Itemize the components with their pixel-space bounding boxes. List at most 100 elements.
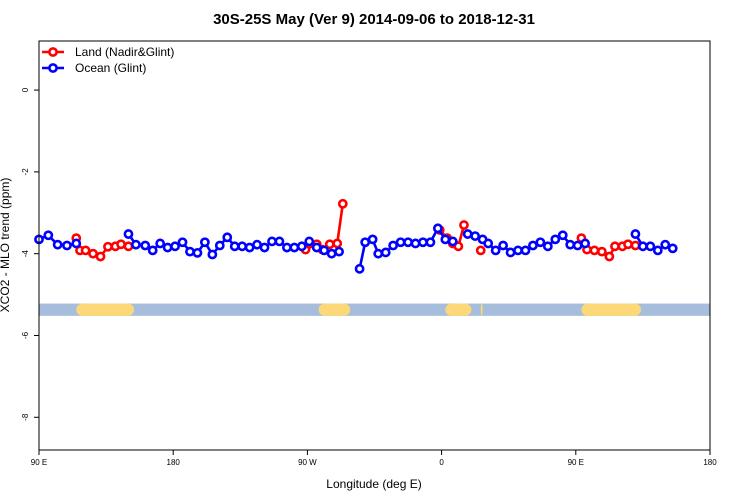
data-point xyxy=(645,241,656,252)
data-point xyxy=(131,239,141,250)
ocean-band xyxy=(39,303,710,316)
data-point xyxy=(513,245,523,256)
data-point xyxy=(334,246,344,257)
data-point xyxy=(483,238,494,249)
data-point xyxy=(572,240,583,251)
land-band-segment xyxy=(318,303,351,316)
data-point xyxy=(311,242,322,253)
surface-band xyxy=(39,303,710,316)
data-point xyxy=(80,245,91,256)
data-point xyxy=(604,251,615,262)
series-group xyxy=(34,198,678,274)
legend-entry: Land (Nadir&Glint) xyxy=(42,45,174,59)
data-point xyxy=(557,230,568,241)
data-point xyxy=(259,242,270,253)
y-axis-label: XCO2 - MLO trend (ppm) xyxy=(0,178,12,313)
data-point xyxy=(630,229,641,239)
data-point xyxy=(192,247,203,258)
data-point xyxy=(498,240,509,251)
data-point xyxy=(116,239,126,250)
data-point xyxy=(332,238,343,249)
data-point xyxy=(43,230,54,241)
data-point xyxy=(140,240,151,251)
data-point xyxy=(550,234,561,245)
data-point xyxy=(410,238,421,249)
data-point xyxy=(289,242,300,253)
data-point xyxy=(425,237,436,248)
data-point xyxy=(296,241,307,252)
land-band-segment xyxy=(480,303,483,316)
y-tick-label: -6 xyxy=(21,331,30,339)
data-point xyxy=(395,237,406,248)
data-point xyxy=(367,234,378,245)
data-point xyxy=(418,237,428,248)
data-point xyxy=(589,245,600,256)
data-point xyxy=(88,248,98,259)
data-point xyxy=(214,240,225,251)
land-band-segment xyxy=(76,303,135,316)
data-point xyxy=(505,247,516,258)
data-point xyxy=(652,245,663,256)
data-point xyxy=(360,237,371,248)
data-point xyxy=(542,241,553,252)
data-point xyxy=(281,242,292,253)
legend-label: Ocean (Glint) xyxy=(75,61,146,75)
data-point xyxy=(95,251,106,262)
data-point xyxy=(453,241,464,252)
data-point xyxy=(638,241,648,252)
data-point xyxy=(403,237,413,248)
axes: 90 E 180 90 W 0 90 E 180 0 -2 -4 -6 -8 xyxy=(21,87,717,467)
x-tick-label: 0 xyxy=(439,458,444,467)
legend: Land (Nadir&Glint) Ocean (Glint) xyxy=(42,45,174,75)
series-land-nadir-glint xyxy=(71,198,641,262)
data-point xyxy=(470,231,481,241)
data-point xyxy=(447,236,458,247)
data-point xyxy=(274,236,285,247)
x-tick-label: 180 xyxy=(167,458,181,467)
data-point xyxy=(475,245,486,256)
data-point xyxy=(596,246,607,257)
chart-title: 30S-25S May (Ver 9) 2014-09-06 to 2018-1… xyxy=(213,11,535,28)
data-point xyxy=(185,246,195,257)
data-point xyxy=(528,240,538,251)
data-point xyxy=(71,238,82,249)
data-point xyxy=(304,236,315,247)
data-point xyxy=(170,241,180,252)
land-band-segment xyxy=(445,303,472,316)
data-point xyxy=(630,240,641,251)
data-point xyxy=(62,240,72,251)
data-point xyxy=(373,248,384,259)
data-point xyxy=(388,240,399,251)
data-point xyxy=(244,242,255,253)
data-point xyxy=(610,241,620,252)
data-point xyxy=(326,248,337,259)
data-point xyxy=(222,232,233,243)
data-point xyxy=(252,239,262,250)
data-point xyxy=(535,237,546,248)
x-tick-label: 90 E xyxy=(31,458,47,467)
data-point xyxy=(380,247,391,258)
x-axis-label: Longitude (deg E) xyxy=(326,477,421,491)
data-point xyxy=(490,245,501,256)
data-point xyxy=(207,249,218,260)
data-point xyxy=(319,245,330,256)
data-point xyxy=(103,241,113,252)
y-tick-label: -8 xyxy=(21,413,30,421)
legend-marker xyxy=(48,47,58,57)
data-point xyxy=(123,229,134,239)
legend-marker xyxy=(48,63,58,73)
data-point xyxy=(155,238,166,249)
x-tick-label: 90 W xyxy=(298,458,317,467)
data-point xyxy=(162,242,173,253)
data-point xyxy=(354,263,365,274)
y-tick-label: -2 xyxy=(21,168,30,176)
data-point xyxy=(237,241,248,252)
data-point xyxy=(580,238,591,249)
land-band-segment xyxy=(581,303,642,316)
data-point xyxy=(462,229,473,239)
data-point xyxy=(52,239,63,250)
data-point xyxy=(337,198,348,209)
data-point xyxy=(199,237,210,248)
plot-frame xyxy=(38,40,711,451)
